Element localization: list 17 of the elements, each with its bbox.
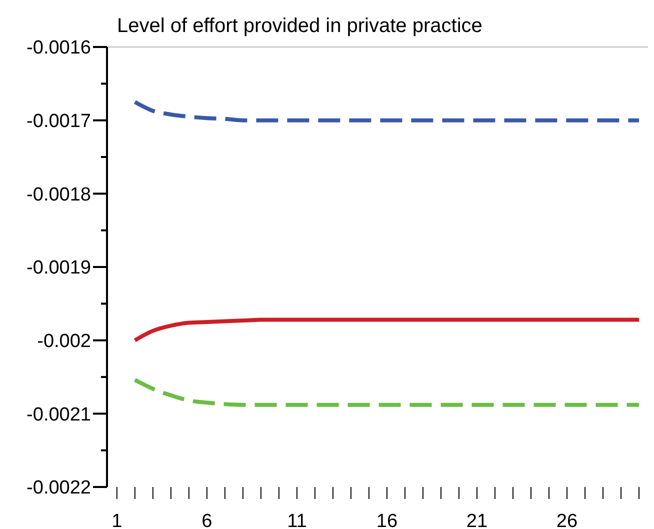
y-tick-label: -0.0017 xyxy=(26,110,91,132)
x-tick-label: 26 xyxy=(556,511,578,529)
x-tick-label: 6 xyxy=(202,511,212,529)
y-tick-label: -0.0019 xyxy=(26,258,91,279)
line-series xyxy=(132,318,641,342)
chart-title: Level of effort provided in private practice xyxy=(117,15,482,37)
y-tick-label: -0.0022 xyxy=(26,478,91,499)
x-tick-label: 16 xyxy=(376,511,398,529)
y-tick-label: -0.002 xyxy=(37,330,91,352)
y-tick-label: -0.0016 xyxy=(26,38,91,59)
line-series xyxy=(132,100,641,122)
x-tick-label: 11 xyxy=(287,511,307,529)
x-tick-label: 21 xyxy=(466,511,488,529)
line-series xyxy=(132,378,641,407)
y-tick-label: -0.0018 xyxy=(26,184,91,206)
x-tick-label: 1 xyxy=(112,511,122,529)
y-tick-label: -0.0021 xyxy=(26,404,91,426)
